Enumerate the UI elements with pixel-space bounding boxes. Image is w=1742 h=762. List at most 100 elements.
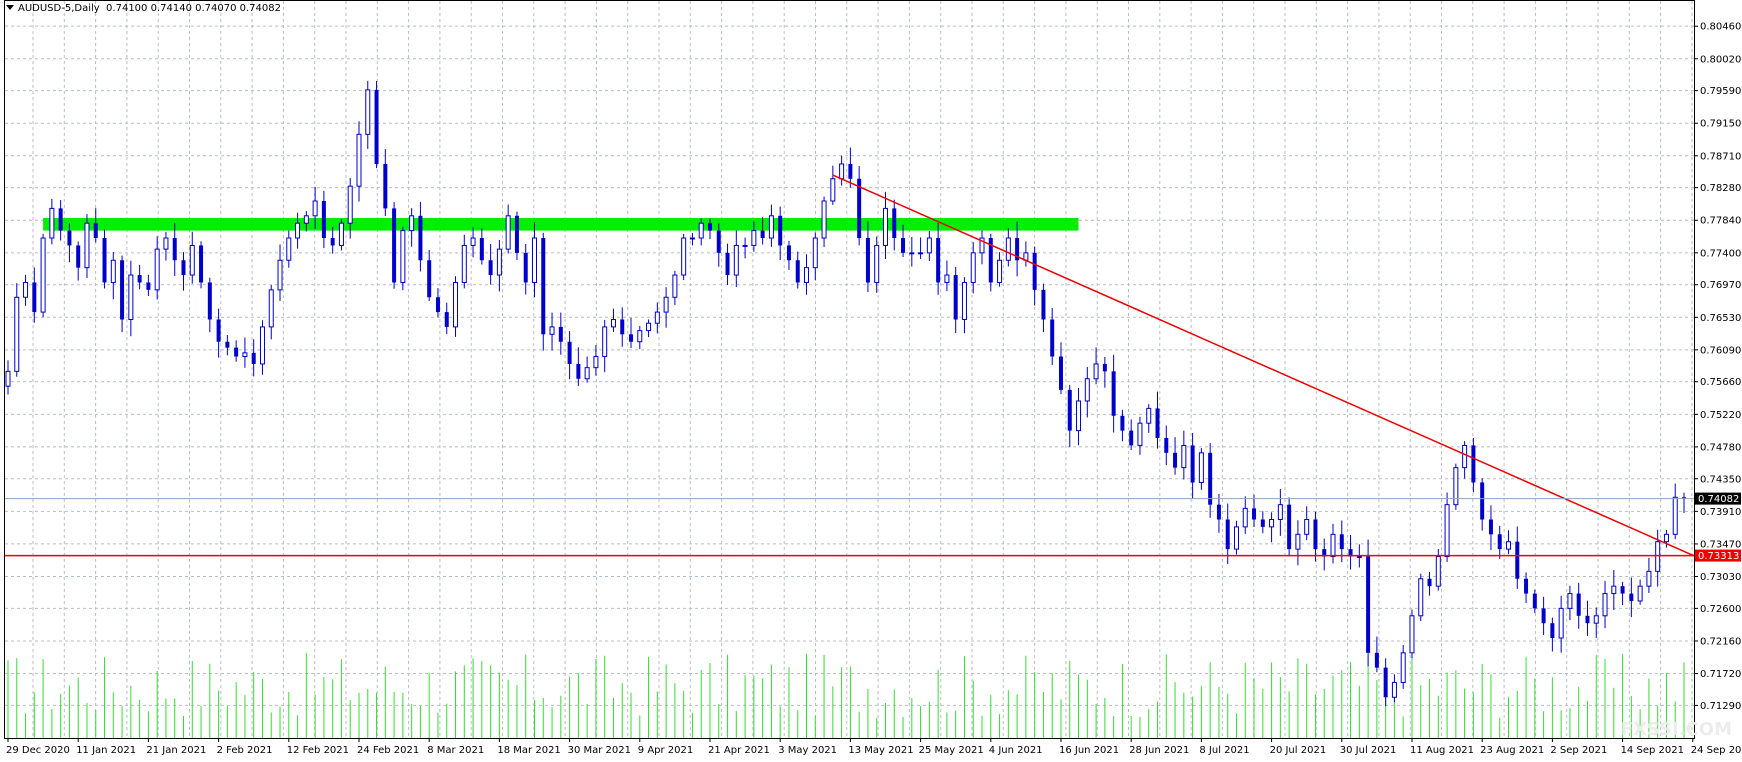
horizontal-line-price-label-box — [1695, 549, 1741, 562]
time-tick-label: 30 Mar 2021 — [568, 745, 631, 756]
candlestick — [812, 232, 818, 281]
candlestick — [1629, 577, 1634, 618]
candlestick — [181, 252, 186, 291]
candlestick — [970, 242, 976, 294]
time-tick-label: 16 Jun 2021 — [1059, 745, 1119, 756]
price-tick-label: 0.72600 — [1700, 604, 1741, 615]
candlestick — [936, 222, 941, 295]
candlestick — [620, 307, 625, 347]
candlestick — [102, 229, 107, 289]
candlestick — [365, 80, 371, 149]
candlestick — [523, 244, 528, 295]
time-tick-label: 24 Sep 2021 — [1691, 745, 1742, 756]
candlestick — [874, 236, 880, 293]
candlestick — [1313, 511, 1318, 562]
candlestick — [1348, 534, 1353, 570]
price-tick-label: 0.71720 — [1700, 669, 1741, 680]
candlestick — [1190, 432, 1195, 500]
candlestick — [1620, 581, 1625, 606]
candlestick — [338, 219, 344, 251]
candlestick — [804, 254, 810, 295]
candlestick — [163, 231, 169, 261]
candlestick — [383, 149, 388, 217]
candlestick — [882, 191, 888, 259]
candlestick — [172, 223, 177, 276]
candlestick — [1269, 512, 1275, 543]
candlestick — [1277, 488, 1283, 536]
candlestick — [663, 287, 669, 328]
candlestick — [778, 206, 783, 261]
candlestick — [1541, 596, 1546, 635]
candlestick — [1515, 526, 1520, 589]
candlestick — [1585, 600, 1590, 636]
time-tick-label: 21 Apr 2021 — [708, 745, 770, 756]
candlestick — [1242, 496, 1248, 534]
candlestick — [768, 204, 774, 247]
candlestick — [576, 347, 581, 386]
candlestick — [295, 212, 301, 249]
candlestick — [857, 166, 862, 246]
price-tick-label: 0.74350 — [1700, 474, 1741, 485]
candlestick — [154, 236, 160, 300]
support-zone-rectangle[interactable] — [43, 218, 1079, 231]
time-tick-label: 3 May 2021 — [778, 745, 837, 756]
time-tick-label: 24 Feb 2021 — [357, 745, 419, 756]
candlestick — [242, 337, 248, 368]
candlestick — [979, 230, 985, 265]
symbol-label: AUDUSD-5,Daily — [18, 3, 100, 14]
candlestick — [1032, 246, 1037, 306]
candlestick — [725, 243, 730, 285]
price-tick-label: 0.80460 — [1700, 22, 1741, 33]
candlestick — [418, 201, 423, 272]
candlestick — [1524, 572, 1529, 604]
candlestick — [953, 266, 958, 334]
candlestick — [146, 274, 151, 297]
candlestick — [1506, 530, 1512, 555]
candlestick — [400, 226, 406, 291]
candlestick — [23, 274, 29, 306]
candlestick — [330, 226, 335, 254]
price-tick-label: 0.73910 — [1700, 507, 1741, 518]
candlestick — [1198, 448, 1204, 490]
candlestick — [1497, 525, 1502, 559]
candlestick — [234, 340, 239, 362]
candlestick — [988, 233, 993, 292]
candlestick — [1444, 492, 1450, 562]
candlestick — [1330, 523, 1336, 564]
time-axis[interactable]: 29 Dec 2020 11 Jan 2021 21 Jan 2021 2 Feb 2… — [6, 738, 1742, 756]
price-axis[interactable]: 0.80460 0.80020 0.79590 0.79150 0.78710 0.782… — [1694, 22, 1741, 712]
candlestick — [67, 223, 72, 263]
candlestick — [926, 230, 932, 262]
price-tick-label: 0.79590 — [1700, 86, 1741, 97]
candlestick — [1480, 478, 1485, 531]
time-tick-label: 9 Apr 2021 — [638, 745, 693, 756]
candlestick — [347, 178, 353, 239]
time-tick-label: 2 Sep 2021 — [1550, 745, 1607, 756]
candlestick — [1576, 582, 1581, 629]
candlestick — [1558, 595, 1564, 653]
price-tick-label: 0.71290 — [1700, 701, 1741, 712]
candlestick — [1084, 366, 1090, 418]
time-tick-label: 20 Jul 2021 — [1270, 745, 1327, 756]
candlestick — [1532, 589, 1537, 614]
candlestick-series — [5, 80, 1686, 707]
time-tick-label: 23 Aug 2021 — [1480, 745, 1544, 756]
candlestick — [1120, 409, 1125, 442]
candlestick — [189, 231, 195, 284]
candlestick — [1050, 308, 1055, 365]
candlestick — [1076, 387, 1082, 446]
candlestick — [49, 198, 55, 245]
current-price-label-box — [1695, 492, 1741, 505]
horizontal-line-price-label: 0.73313 — [1698, 551, 1739, 562]
dropdown-triangle-icon[interactable] — [6, 5, 14, 10]
candlestick — [303, 211, 309, 232]
candlestick — [1427, 572, 1432, 596]
descending-trendline[interactable] — [832, 174, 1695, 557]
candlestick — [1137, 416, 1143, 455]
candlestick — [277, 244, 283, 302]
candlestick — [76, 241, 81, 281]
candlestick — [918, 237, 924, 259]
price-tick-label: 0.76970 — [1700, 280, 1741, 291]
price-tick-label: 0.77400 — [1700, 248, 1741, 259]
